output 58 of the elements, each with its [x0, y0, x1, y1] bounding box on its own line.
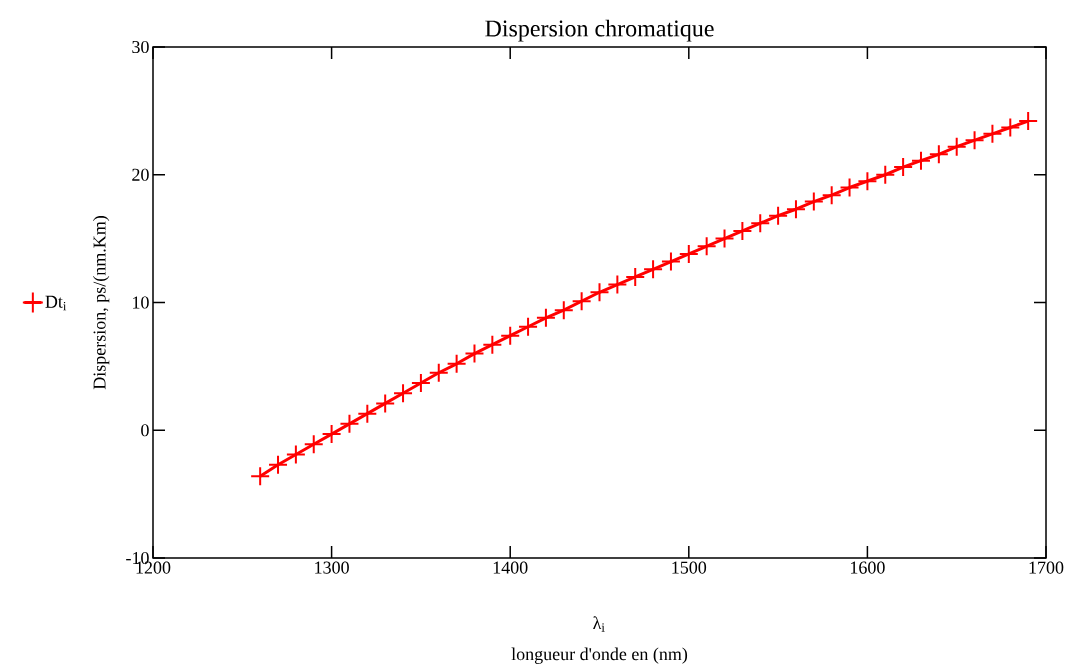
point [589, 282, 610, 303]
point [553, 300, 574, 321]
point [428, 362, 449, 383]
point [821, 185, 842, 206]
point [964, 130, 985, 151]
point [607, 274, 628, 295]
point [464, 343, 485, 364]
y-axis-title: Dispersion, ps/(nm.Km) [92, 216, 110, 390]
point [375, 393, 396, 414]
point [303, 434, 324, 455]
point [803, 191, 824, 212]
point [714, 228, 735, 249]
point [518, 316, 539, 337]
point [910, 150, 931, 171]
point [678, 243, 699, 264]
legend-label: Dt$_{i}$ [45, 295, 67, 311]
point [768, 205, 789, 226]
point [410, 372, 431, 393]
point [1000, 117, 1021, 138]
point [696, 236, 717, 257]
point [285, 444, 306, 465]
point [893, 157, 914, 178]
point [446, 353, 467, 374]
point [393, 383, 414, 404]
y-tick-label: 30 [132, 40, 149, 54]
point [643, 259, 664, 280]
x-tick-label: 1600 [850, 561, 885, 574]
point [250, 466, 271, 487]
y-tick-label: 10 [133, 296, 149, 309]
text: λ$_{i}$ [593, 616, 605, 632]
point [1018, 111, 1039, 132]
point [750, 213, 771, 234]
point [571, 291, 592, 312]
point [535, 307, 556, 328]
point [875, 164, 896, 185]
x-tick-label: 1700 [1029, 561, 1064, 574]
point [357, 403, 378, 424]
x-axis-title: longueur d'onde en (nm) [511, 647, 688, 664]
point [625, 266, 646, 287]
point [785, 199, 806, 220]
x-tick-label: 1400 [493, 561, 528, 574]
x-tick-label: 1500 [672, 561, 707, 574]
point [500, 325, 521, 346]
y-tick-label: 0 [141, 424, 149, 437]
point [982, 123, 1003, 144]
point [268, 454, 289, 475]
y-tick-label: 20 [132, 168, 149, 181]
point [732, 220, 753, 241]
point [839, 177, 860, 198]
point [946, 136, 967, 157]
point [339, 413, 360, 434]
point [660, 251, 681, 272]
point [928, 144, 949, 165]
point [321, 424, 342, 445]
point [482, 334, 503, 355]
point [857, 171, 878, 192]
chart-title: Dispersion chromatique [485, 19, 714, 42]
x-tick-label: 1300 [315, 561, 349, 574]
